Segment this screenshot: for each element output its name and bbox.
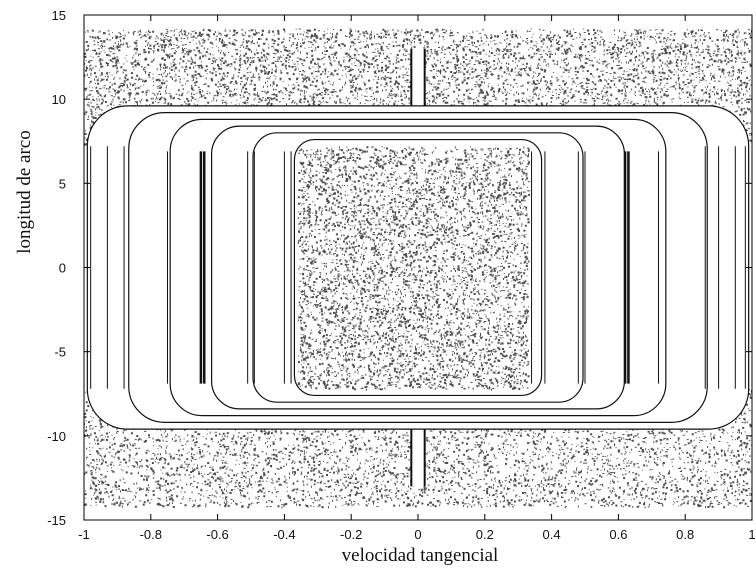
island-bottom	[411, 429, 425, 487]
invariant-loop-1	[128, 112, 708, 423]
chaotic-sea-bottom	[84, 388, 752, 509]
x-tick-label-6: 0.2	[476, 527, 494, 542]
y-tick-label-5: 10	[52, 92, 66, 107]
x-tick-label-2: -0.6	[206, 527, 228, 542]
x-axis-label: velocidad tangencial	[342, 545, 499, 566]
center-block	[297, 146, 531, 391]
x-tick-label-9: 0.8	[676, 527, 694, 542]
x-tick-label-1: -0.8	[140, 527, 162, 542]
y-tick-label-3: 0	[59, 261, 66, 276]
x-tick-label-8: 0.6	[609, 527, 627, 542]
y-tick-label-1: -10	[47, 429, 66, 444]
invariant-loop-5	[293, 138, 543, 397]
x-tick-label-0: -1	[78, 527, 90, 542]
x-tick-label-5: 0	[414, 527, 421, 542]
plot-area	[84, 15, 752, 520]
y-tick-label-6: 15	[52, 8, 66, 23]
axis-ticks: -1 -0.8 -0.6 -0.4 -0.2 0 0.2 0.4 0.6 0.8 1 -15 -10 -5…	[47, 8, 755, 542]
x-tick-label-3: -0.4	[273, 527, 295, 542]
invariant-loop-2	[169, 118, 667, 417]
y-axis-label: longitud de arco	[14, 130, 35, 253]
invariant-loop-4	[252, 132, 584, 403]
invariant-curves	[86, 48, 750, 487]
x-tick-label-4: -0.2	[340, 527, 362, 542]
y-tick-label-0: -15	[47, 513, 66, 528]
y-tick-label-2: -5	[54, 345, 66, 360]
y-tick-label-4: 5	[59, 176, 66, 191]
island-top	[411, 48, 425, 106]
center-points	[297, 146, 531, 391]
x-tick-label-7: 0.4	[543, 527, 561, 542]
x-tick-label-10: 1	[748, 527, 755, 542]
